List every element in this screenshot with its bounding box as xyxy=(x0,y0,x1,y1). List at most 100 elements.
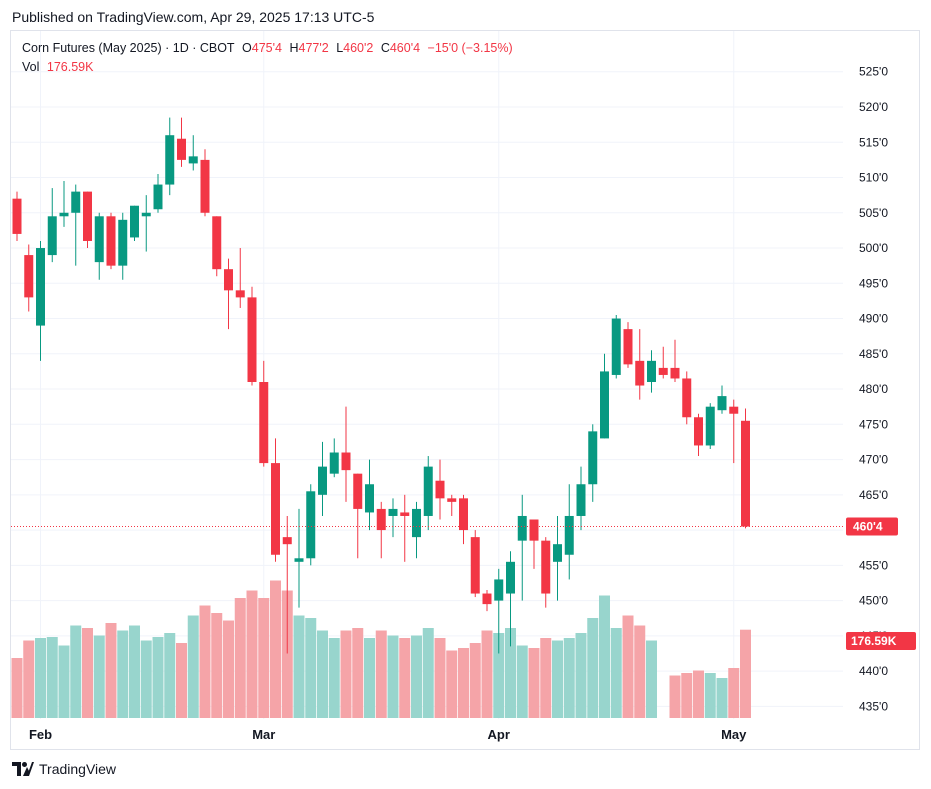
candle-up xyxy=(717,385,727,414)
candle-up xyxy=(611,315,621,379)
price-tick-label: 470'0 xyxy=(859,453,888,467)
volume-bar xyxy=(446,650,458,718)
candle-body xyxy=(412,508,421,538)
candle-body xyxy=(188,156,198,164)
volume-bar xyxy=(505,628,516,718)
candle-body xyxy=(294,558,304,562)
time-axis: Feb Mar Apr May xyxy=(29,727,747,742)
candle-body xyxy=(600,371,609,439)
candle-down xyxy=(247,286,257,386)
footer-brand[interactable]: TradingView xyxy=(39,761,117,777)
candle-down xyxy=(459,494,468,545)
candles xyxy=(12,117,750,654)
volume-bar xyxy=(140,640,152,718)
volume-bar xyxy=(270,580,281,718)
candle-body xyxy=(506,561,515,594)
candle-body xyxy=(564,515,574,555)
candle-body xyxy=(400,512,410,516)
candle-body xyxy=(459,498,468,531)
legend-close-value: 460'4 xyxy=(389,41,421,55)
candle-body xyxy=(165,135,175,185)
candle-down xyxy=(259,360,269,467)
legend-change: −15'0 (−3.15%) xyxy=(427,41,513,55)
candle-body xyxy=(694,417,703,446)
candle-down xyxy=(470,530,480,598)
volume-bar xyxy=(669,675,681,718)
candle-body xyxy=(177,138,186,160)
volume-bar xyxy=(540,638,552,718)
volume-bar xyxy=(117,630,129,718)
tradingview-logo-icon[interactable] xyxy=(12,762,34,776)
volume-bar xyxy=(234,598,246,718)
candle-down xyxy=(200,149,210,217)
volume-bar xyxy=(211,613,223,718)
chart-frame xyxy=(10,30,920,750)
price-tick-label: 435'0 xyxy=(859,699,888,713)
legend-volume-row: Vol 176.59K xyxy=(22,58,513,77)
legend-ohlc-row: Corn Futures (May 2025) · 1D · CBOT O475… xyxy=(22,39,513,58)
volume-bar xyxy=(728,668,740,718)
candle-up xyxy=(153,173,163,213)
candle-body xyxy=(200,159,210,213)
legend-close-label: C xyxy=(380,41,390,55)
candle-down xyxy=(670,339,680,382)
last-price-badge xyxy=(846,517,898,536)
candle-down xyxy=(635,329,645,400)
volume-bar xyxy=(164,633,176,718)
candle-down xyxy=(224,258,233,330)
volume-bar xyxy=(58,645,70,718)
volume-bar xyxy=(258,598,270,718)
volume-bar xyxy=(411,635,422,718)
volume-bar xyxy=(458,648,469,718)
price-tick-label: 510'0 xyxy=(859,171,888,185)
volume-bar xyxy=(46,637,58,718)
candle-down xyxy=(541,537,551,608)
candle-body xyxy=(576,484,586,516)
legend-high-label: H xyxy=(289,41,299,55)
candle-body xyxy=(271,463,280,555)
candle-body xyxy=(153,184,163,210)
chart-legend: Corn Futures (May 2025) · 1D · CBOT O475… xyxy=(22,39,513,77)
candle-body xyxy=(247,297,257,382)
candle-body xyxy=(388,508,398,516)
candle-up xyxy=(388,498,398,538)
price-tick-label: 455'0 xyxy=(859,558,888,572)
candle-body xyxy=(83,191,92,241)
volume-bar xyxy=(305,618,317,718)
candle-down xyxy=(271,438,280,562)
price-tick-label: 490'0 xyxy=(859,312,888,326)
candle-down xyxy=(376,501,386,559)
candle-body xyxy=(623,329,633,365)
candle-up xyxy=(47,188,57,263)
candle-body xyxy=(682,378,692,418)
candle-down xyxy=(177,117,186,167)
volume-bar xyxy=(528,648,540,718)
price-tick-label: 475'0 xyxy=(859,417,888,431)
last-volume-badge xyxy=(846,632,916,650)
price-tick-label: 465'0 xyxy=(859,488,888,502)
legend-symbol: Corn Futures (May 2025) · 1D · CBOT xyxy=(22,41,235,55)
volume-bar xyxy=(176,643,187,718)
legend-low-label: L xyxy=(336,41,344,55)
candle-body xyxy=(306,491,316,559)
volume-bar xyxy=(575,633,587,718)
candle-up xyxy=(94,212,104,280)
candle-up xyxy=(412,501,421,559)
candle-down xyxy=(212,216,222,277)
volume-bar xyxy=(328,638,340,718)
candle-body xyxy=(130,205,139,238)
volume-bar xyxy=(293,615,305,718)
time-tick-label: Mar xyxy=(252,727,275,742)
legend-open-value: 475'4 xyxy=(251,41,282,55)
candle-body xyxy=(318,466,327,495)
last-volume-label: 176.59K xyxy=(851,634,897,648)
candle-up xyxy=(365,459,374,531)
candle-body xyxy=(517,515,527,541)
candle-down xyxy=(353,473,363,559)
volume-bar xyxy=(434,638,446,718)
candle-body xyxy=(553,544,562,562)
volume-bar xyxy=(740,629,751,718)
price-axis: 525'0 520'0 515'0 510'0 505'0 500'0 495'0 490'0… xyxy=(859,65,888,714)
candle-down xyxy=(12,191,22,241)
